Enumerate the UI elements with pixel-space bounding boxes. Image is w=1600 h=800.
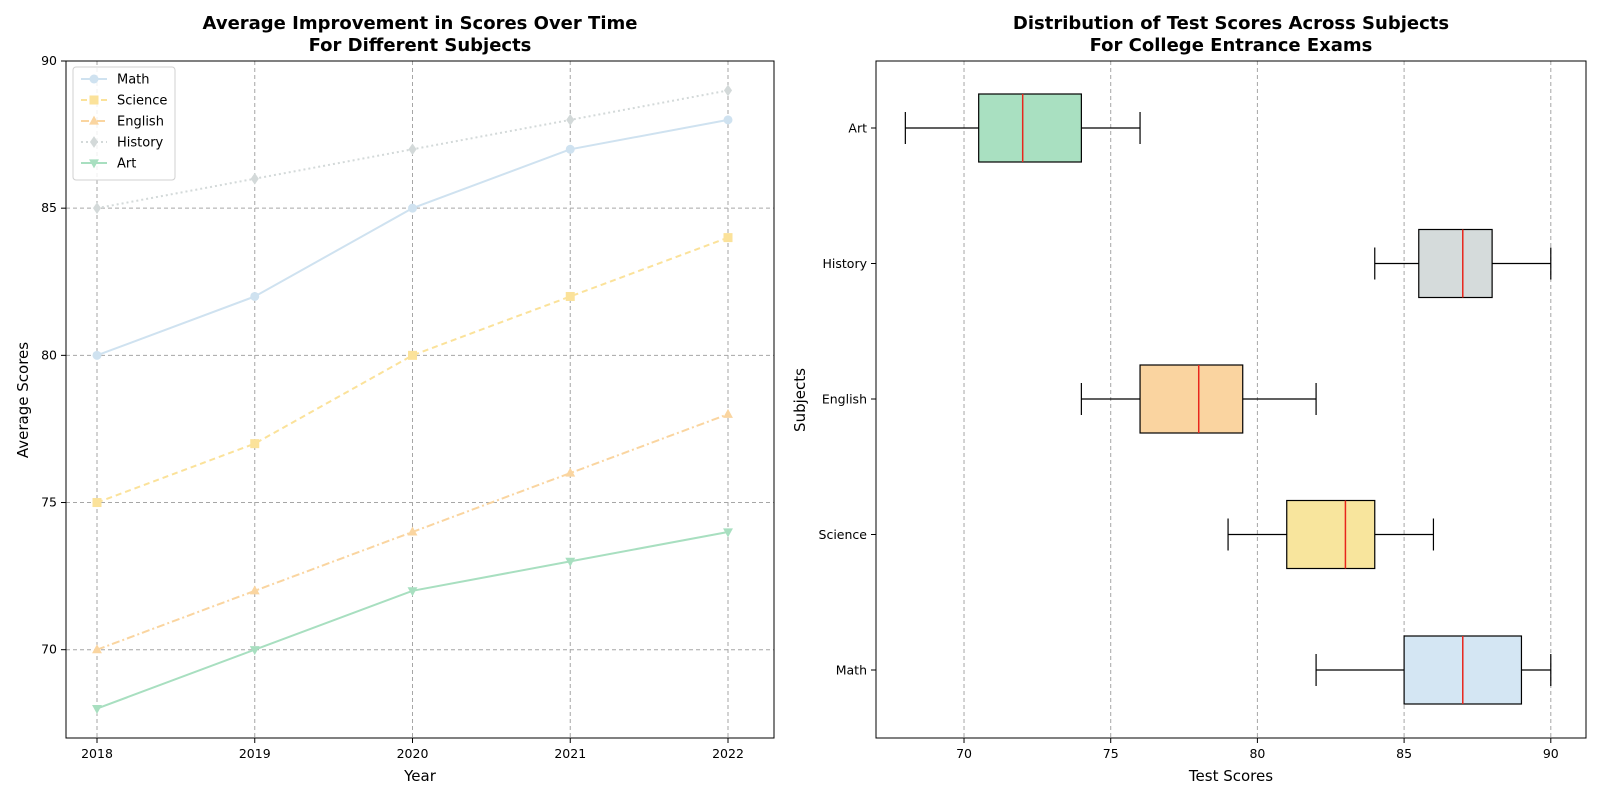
box-iqr-science — [1286, 499, 1376, 570]
y-tick-label-math: Math — [836, 663, 867, 678]
data-point-english — [565, 467, 576, 477]
box-iqr-history — [1418, 228, 1493, 299]
data-point-english — [407, 526, 418, 536]
data-point-science — [408, 350, 417, 360]
line-chart-title-line-2: For Different Subjects — [309, 35, 532, 56]
y-tick-label-75: 75 — [41, 495, 57, 510]
box-chart: Distribution of Test Scores Across Subje… — [791, 13, 1587, 785]
y-tick-label-science: Science — [819, 527, 868, 542]
x-tick-label-2021: 2021 — [554, 746, 586, 761]
box-history — [1374, 228, 1552, 299]
data-point-math — [408, 203, 417, 213]
line-chart-x-axis-label: Year — [403, 767, 437, 785]
data-point-art — [92, 704, 102, 714]
y-tick-label-history: History — [823, 256, 868, 271]
legend-label-art: Art — [117, 157, 136, 172]
data-point-history — [250, 172, 259, 185]
data-point-art — [407, 587, 418, 597]
series-art — [92, 528, 733, 714]
series-line-science — [96, 236, 729, 504]
legend-label-history: History — [117, 136, 164, 151]
legend-label-english: English — [117, 115, 164, 130]
y-tick-label-70: 70 — [41, 642, 57, 657]
data-point-english — [723, 408, 733, 418]
line-chart-ticks: 2018 2019 2020 2021 2022 70 75 80 85 90 — [41, 53, 744, 761]
data-point-math — [723, 115, 733, 125]
data-point-math — [565, 144, 575, 154]
y-tick-label-85: 85 — [41, 200, 57, 215]
box-art — [904, 93, 1141, 163]
box-science — [1227, 499, 1435, 570]
line-chart: Average Improvement in Scores Over Time … — [14, 13, 775, 785]
data-point-english — [92, 644, 102, 654]
x-tick-label-2020: 2020 — [397, 746, 429, 761]
legend-label-science: Science — [117, 94, 167, 109]
data-point-english — [249, 585, 260, 595]
y-tick-label-90: 90 — [41, 53, 57, 68]
line-chart-y-axis-label: Average Scores — [14, 342, 32, 458]
data-point-science — [92, 498, 102, 508]
data-point-science — [250, 439, 260, 449]
x-tick-label-75: 75 — [1103, 746, 1119, 761]
data-point-math — [92, 350, 102, 360]
y-tick-label-english: English — [822, 392, 867, 407]
box-english — [1080, 364, 1317, 434]
box-iqr-english — [1139, 364, 1244, 434]
data-point-history — [92, 202, 102, 215]
line-chart-series — [92, 84, 733, 714]
series-math — [92, 115, 733, 360]
box-math — [1315, 635, 1552, 705]
data-point-art — [249, 646, 260, 656]
legend-marker-english — [89, 115, 99, 125]
box-iqr-art — [978, 93, 1082, 163]
data-point-history — [723, 84, 733, 97]
box-chart-title-line-2: For College Entrance Exams — [1090, 35, 1373, 56]
x-tick-label-2018: 2018 — [81, 746, 113, 761]
y-tick-label-art: Art — [848, 121, 867, 136]
legend-marker-history — [89, 136, 99, 148]
data-point-science — [565, 291, 575, 301]
y-tick-label-80: 80 — [41, 347, 57, 362]
box-chart-boxes — [904, 93, 1552, 705]
line-chart-legend: Math Science English History Art — [72, 66, 176, 181]
x-tick-label-2022: 2022 — [712, 746, 744, 761]
legend-label-math: Math — [117, 73, 150, 88]
x-tick-label-85: 85 — [1396, 746, 1412, 761]
x-tick-label-90: 90 — [1543, 746, 1559, 761]
line-chart-plot-frame — [65, 60, 775, 739]
box-chart-y-axis-label: Subjects — [791, 368, 809, 432]
line-chart-title-line-1: Average Improvement in Scores Over Time — [203, 13, 638, 34]
series-english — [92, 408, 733, 654]
data-point-history — [408, 143, 417, 156]
x-tick-label-2019: 2019 — [239, 746, 271, 761]
legend-box — [72, 66, 176, 181]
x-tick-label-70: 70 — [956, 746, 972, 761]
x-tick-label-80: 80 — [1249, 746, 1265, 761]
box-chart-title-line-1: Distribution of Test Scores Across Subje… — [1013, 13, 1449, 34]
box-chart-x-axis-label: Test Scores — [1188, 767, 1273, 785]
series-history — [92, 84, 733, 215]
data-point-art — [723, 528, 733, 538]
legend-marker-science — [89, 95, 99, 105]
legend-marker-art — [89, 159, 99, 169]
box-chart-ticks: 70 75 80 85 90 Math Science English History Art — [819, 121, 1559, 762]
data-point-math — [250, 291, 260, 301]
data-point-science — [723, 233, 733, 243]
data-point-art — [565, 557, 576, 567]
data-point-history — [566, 114, 575, 126]
legend-marker-math — [89, 74, 99, 84]
series-science — [92, 233, 733, 508]
